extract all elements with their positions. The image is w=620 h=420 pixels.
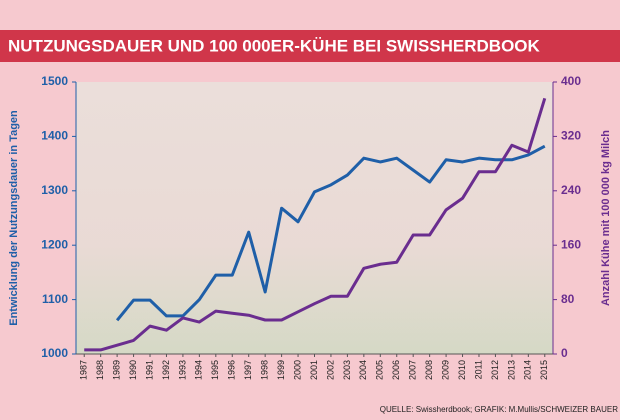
x-tick-label: 2012 [490, 360, 500, 380]
y2-tick-label: 240 [561, 183, 581, 197]
x-tick-label: 2006 [391, 360, 401, 380]
y-tick-label: 1000 [41, 346, 68, 360]
x-tick-label: 2004 [358, 360, 368, 380]
chart-title: NUTZUNGSDAUER UND 100 000ER-KÜHE BEI SWI… [8, 36, 541, 55]
series-line [115, 144, 546, 322]
y-tick-label: 1100 [42, 292, 68, 306]
x-tick-label: 2008 [424, 360, 434, 380]
y2-tick-label: 0 [561, 346, 568, 360]
x-tick-label: 2007 [408, 360, 418, 380]
y-tick-label: 1300 [41, 183, 68, 197]
x-tick-label: 1997 [243, 360, 253, 380]
y2-tick-label: 80 [561, 292, 575, 306]
x-tick-label: 1998 [260, 360, 270, 380]
x-tick-label: 1989 [111, 360, 121, 380]
x-tick-label: 2002 [325, 360, 335, 380]
y2-axis-title: Anzahl Kühe mit 100 000 kg Milch [600, 130, 612, 306]
x-tick-label: 2015 [539, 360, 549, 380]
x-tick-label: 2003 [342, 360, 352, 380]
title-bar [0, 30, 620, 62]
x-tick-label: 2011 [473, 360, 483, 379]
x-tick-label: 1987 [79, 360, 89, 380]
y2-tick-label: 160 [561, 237, 581, 251]
x-tick-label: 2001 [309, 360, 319, 380]
x-tick-label: 2013 [506, 360, 516, 380]
x-tick-label: 1992 [161, 360, 171, 380]
x-tick-label: 1999 [276, 360, 286, 380]
x-tick-label: 1990 [128, 360, 138, 380]
x-tick-label: 2000 [292, 360, 302, 380]
x-tick-label: 2010 [457, 360, 467, 380]
y-tick-label: 1200 [41, 237, 68, 251]
y-tick-label: 1400 [41, 129, 68, 143]
x-tick-label: 1995 [210, 360, 220, 380]
x-tick-label: 2005 [375, 360, 385, 380]
x-tick-label: 1988 [95, 360, 105, 380]
series-line [84, 97, 547, 352]
x-tick-label: 1991 [144, 360, 154, 380]
y2-tick-label: 400 [561, 74, 581, 88]
source-note: QUELLE: Swissherdbook; GRAFIK: M.Mullis/… [380, 405, 619, 414]
y-axis-title: Entwicklung der Nutzungsdauer in Tagen [8, 110, 20, 326]
x-tick-label: 1993 [177, 360, 187, 380]
plot-background [76, 82, 553, 354]
x-tick-label: 1994 [194, 360, 204, 380]
y-tick-label: 1500 [41, 74, 68, 88]
x-tick-label: 2014 [523, 360, 533, 380]
x-tick-label: 1996 [227, 360, 237, 380]
y2-tick-label: 320 [561, 129, 581, 143]
x-tick-label: 2009 [440, 360, 450, 380]
